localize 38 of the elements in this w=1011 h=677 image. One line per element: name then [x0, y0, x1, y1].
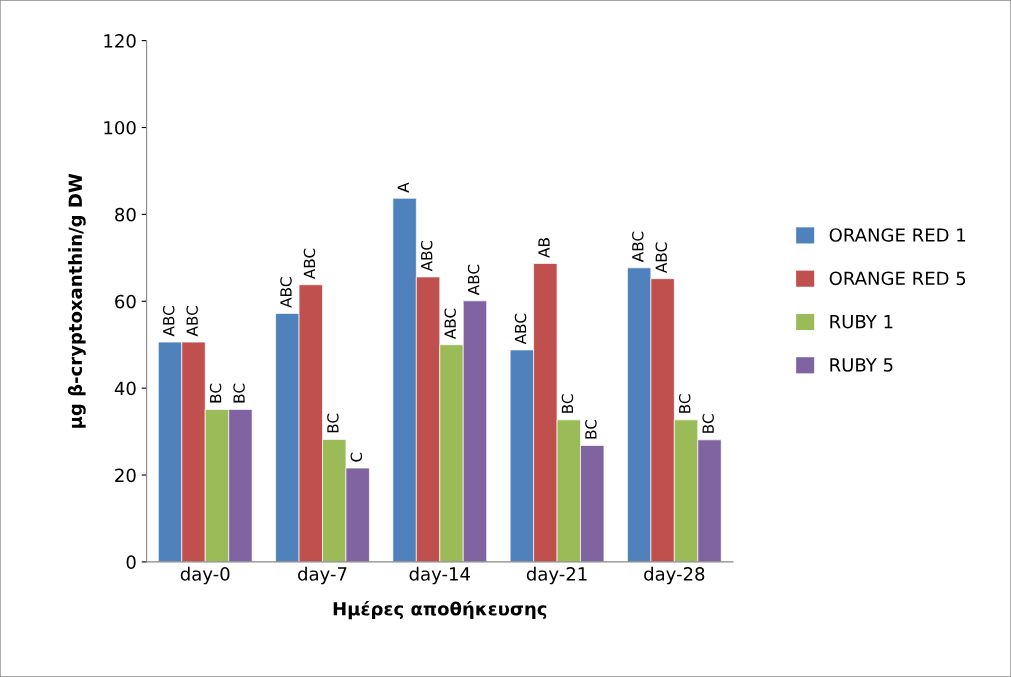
legend-label: RUBY 1	[830, 315, 893, 329]
data-label: ABC	[186, 306, 198, 337]
legend-label: ORANGE RED 1	[829, 228, 966, 242]
x-tick-label: day-21	[526, 566, 587, 585]
y-tick-label: 120	[104, 34, 136, 48]
data-label: C	[350, 452, 363, 462]
data-label: BC	[585, 419, 597, 439]
x-tick-label: day-0	[180, 566, 230, 585]
legend-label: ORANGE RED 5	[829, 271, 966, 286]
data-label: ABC	[303, 248, 316, 280]
data-label: ABC	[655, 242, 668, 273]
data-label: BC	[702, 414, 714, 433]
y-tick-label: 20	[115, 468, 136, 483]
data-label: AB	[538, 238, 550, 258]
data-label: ABC	[280, 277, 292, 308]
y-tick-label: 60	[115, 294, 136, 309]
x-tick-label: day-28	[644, 566, 705, 585]
data-label: BC	[233, 383, 245, 403]
data-label: ABC	[632, 231, 644, 263]
y-tick-label: 0	[126, 555, 136, 570]
y-axis-title: μg β-cryptoxanthin/g DW	[67, 173, 86, 428]
x-tick-label: day-14	[409, 566, 470, 585]
data-label: ABC	[444, 308, 456, 340]
x-axis-title: Ημέρες αποθήκευσης	[333, 600, 547, 620]
data-label: BC	[561, 394, 574, 413]
data-label: BC	[209, 383, 222, 403]
data-label: ABC	[420, 240, 433, 272]
data-label: ABC	[514, 313, 527, 345]
y-tick-label: 80	[115, 207, 136, 222]
y-tick-label: 100	[104, 120, 136, 135]
data-label: ABC	[162, 306, 175, 337]
legend-label: RUBY 5	[830, 358, 893, 372]
data-label: A	[397, 182, 409, 193]
data-label: BC	[327, 413, 339, 433]
y-tick-label: 40	[114, 381, 136, 396]
data-label: ABC	[467, 264, 480, 296]
data-label: BC	[678, 394, 691, 413]
x-tick-label: day-7	[298, 566, 347, 585]
